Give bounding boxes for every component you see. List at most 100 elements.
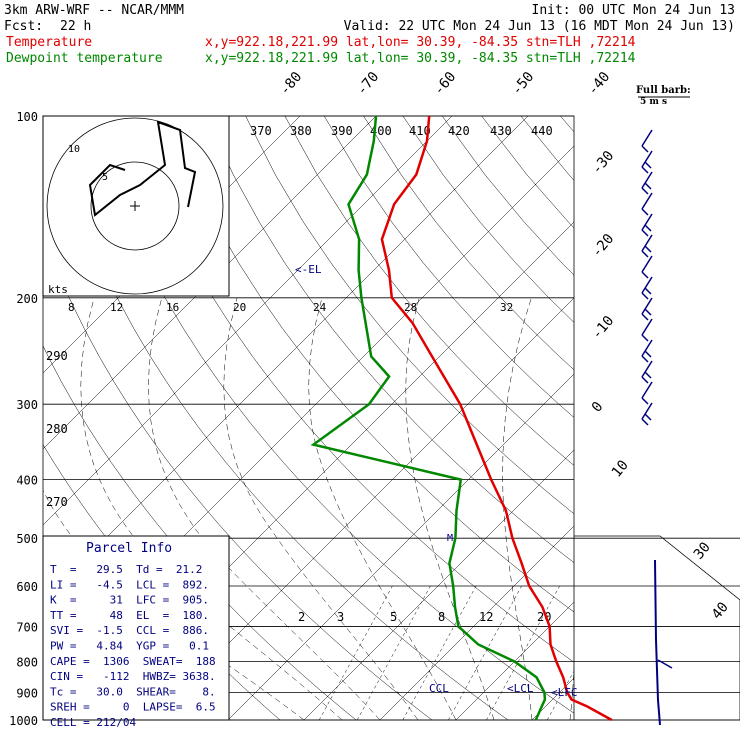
temp-label--20: -20: [589, 231, 618, 261]
wind-barb-flag: [644, 161, 652, 169]
hodo-tick-16: 16: [166, 301, 179, 314]
wind-barb-flag: [644, 224, 652, 232]
parcel-row: CAPE = 1306 SWEAT= 188: [50, 655, 216, 668]
pressure-label-900: 900: [16, 686, 38, 700]
pressure-label-800: 800: [16, 655, 38, 669]
mixing-label-5: 5: [390, 610, 397, 624]
low-level-barbs: [654, 559, 661, 726]
parcel-info-frame: [42, 535, 230, 721]
dry-adiabat: [43, 233, 433, 720]
dry-adiabat: [600, 116, 740, 720]
plot-frame: [42, 115, 575, 721]
fcst-value: 22 h: [60, 19, 91, 34]
dewpoint-trace: [310, 115, 547, 721]
theta-label-410: 410: [409, 124, 431, 138]
theta-low-label-280: 280: [46, 422, 68, 436]
mixing-ratio-labels: 2 3 5 8 12 20: [298, 610, 551, 624]
wind-barb-flag: [641, 271, 649, 279]
pressure-label-1000: 1000: [9, 714, 38, 728]
mixing-label-2: 2: [298, 610, 305, 624]
pressure-label-200: 200: [16, 292, 38, 306]
ccl-marker: CCL: [429, 682, 449, 695]
temp-label--40: -40: [585, 69, 614, 99]
wind-barb-flag: [644, 287, 652, 295]
parcel-row: T = 29.5 Td = 21.2: [50, 563, 202, 576]
isotherm-line: [531, 677, 574, 720]
wind-barb-flag: [641, 376, 649, 384]
dry-adiabat: [245, 116, 574, 515]
dry-adiabat: [718, 116, 740, 720]
model-title: 3km ARW-WRF -- NCAR/MMM: [4, 3, 184, 18]
parcel-row: TT = 48 EL = 180.: [50, 609, 209, 622]
temp-label-0: 0: [589, 399, 607, 416]
barb-label: Full barb:: [636, 85, 691, 96]
mixing-ratio-line: [402, 585, 477, 720]
dry-adiabat: [127, 116, 574, 663]
speed-tick-32: 32: [500, 301, 513, 314]
hodo-tick-8: 8: [68, 301, 75, 314]
temp-label--10: -10: [589, 313, 618, 343]
wind-barb-flag: [641, 292, 649, 300]
init-time: Init: 00 UTC Mon 24 Jun 13: [532, 3, 736, 18]
valid-time: Valid: 22 UTC Mon 24 Jun 13 (16 MDT Mon …: [344, 19, 735, 34]
parcel-row: LI = -4.5 LCL = 892.: [50, 578, 209, 591]
pressure-label-600: 600: [16, 580, 38, 594]
wind-barb-flag: [641, 418, 649, 426]
wind-barbs: [641, 129, 673, 726]
wind-barb-flag: [644, 413, 652, 421]
wind-barb-shaft: [641, 381, 653, 399]
legend-dewpoint-info: x,y=922.18,221.99 lat,lon= 30.39, -84.35…: [205, 51, 636, 66]
dry-adiabat: [48, 116, 509, 720]
pressure-label-100: 100: [16, 110, 38, 124]
pressure-label-300: 300: [16, 398, 38, 412]
wind-barb-flag: [641, 250, 649, 258]
plot-extension: [574, 535, 740, 721]
temp-label--60: -60: [431, 69, 460, 99]
hodograph-ring-inner: [90, 161, 180, 251]
wind-barb-flag: [641, 187, 649, 195]
temp-label-10: 10: [609, 457, 632, 480]
wind-barb-flag: [641, 166, 649, 174]
wind-barb-shaft: [641, 192, 653, 210]
legend-temperature-info: x,y=922.18,221.99 lat,lon= 30.39, -84.35…: [205, 35, 636, 50]
dry-adiabat: [284, 116, 574, 466]
hodograph-ring-outer: [46, 117, 224, 295]
isotherm-line: [151, 297, 574, 720]
dry-adiabat: [323, 116, 574, 418]
m-marker: M: [447, 533, 453, 544]
pressure-label-500: 500: [16, 532, 38, 546]
isotherm-line: [684, 116, 740, 720]
theta-label-370: 370: [250, 124, 272, 138]
dry-adiabat: [560, 116, 574, 133]
hodograph-trace: [88, 120, 197, 217]
dry-adiabat: [205, 116, 574, 563]
wind-barb-shaft: [641, 129, 653, 147]
parcel-row: PW = 4.84 YGP = 0.1: [50, 640, 209, 653]
pressure-label-700: 700: [16, 620, 38, 634]
wind-barb-shaft: [641, 171, 653, 189]
wind-barb-flag: [641, 208, 649, 216]
theta-label-390: 390: [331, 124, 353, 138]
moist-adiabat: [43, 489, 305, 720]
mixing-label-3: 3: [337, 610, 344, 624]
lfc-marker: <LFC: [551, 686, 578, 699]
wind-barb-flag: [644, 350, 652, 358]
kts-label: kts: [48, 283, 68, 296]
temp-label-30: 30: [691, 539, 714, 562]
wind-barb-flag: [644, 308, 652, 316]
mixing-ratio-line: [546, 670, 574, 720]
isotherm-line: [379, 525, 574, 720]
wind-barb-shaft: [641, 297, 653, 315]
parcel-info-title: Parcel Info: [86, 541, 172, 556]
mixing-ratio-line: [318, 585, 393, 720]
parcel-row: CELL = 212/04: [50, 716, 136, 729]
temp-label--50: -50: [509, 69, 538, 99]
mixing-label-8: 8: [438, 610, 445, 624]
moist-adiabat: [569, 665, 574, 720]
wind-barb-flag: [644, 182, 652, 190]
moist-adiabat: [405, 297, 495, 720]
dry-adiabat: [363, 116, 574, 371]
wind-barb-flag: [641, 397, 649, 405]
legend-temperature: Temperature: [6, 35, 92, 50]
